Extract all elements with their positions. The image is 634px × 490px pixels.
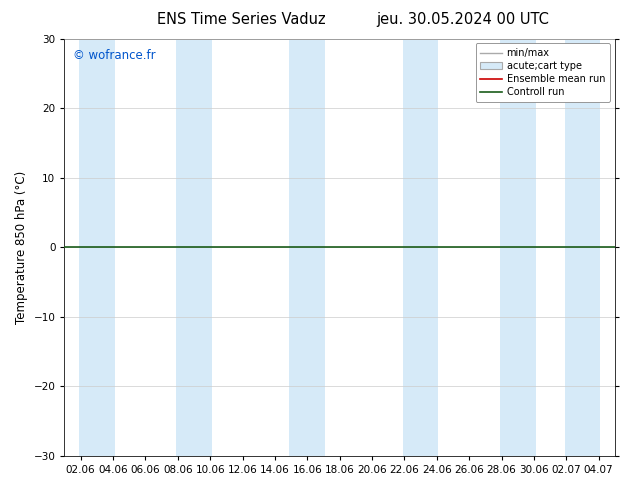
Bar (500, 39, 536, 456)
Bar (565, 39, 600, 456)
Bar (290, 39, 325, 456)
Text: © wofrance.fr: © wofrance.fr (73, 49, 155, 62)
Text: ENS Time Series Vaduz: ENS Time Series Vaduz (157, 12, 325, 27)
Bar (176, 39, 212, 456)
Legend: min/max, acute;cart type, Ensemble mean run, Controll run: min/max, acute;cart type, Ensemble mean … (476, 44, 610, 102)
Y-axis label: Temperature 850 hPa (°C): Temperature 850 hPa (°C) (15, 171, 28, 324)
Text: jeu. 30.05.2024 00 UTC: jeu. 30.05.2024 00 UTC (377, 12, 549, 27)
Bar (403, 39, 438, 456)
Bar (79, 39, 115, 456)
